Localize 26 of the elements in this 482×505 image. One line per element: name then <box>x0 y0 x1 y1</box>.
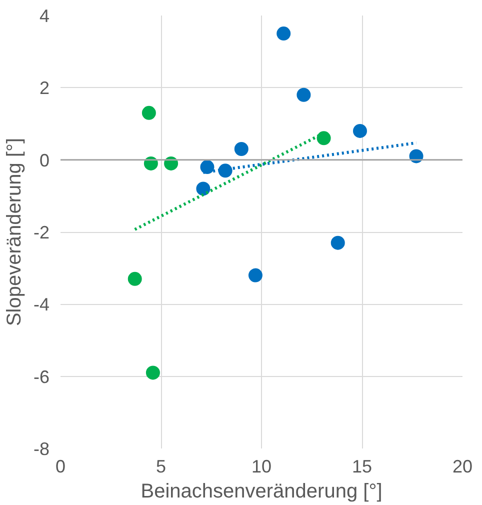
point <box>200 160 214 174</box>
point <box>146 366 160 380</box>
point <box>276 26 291 41</box>
y-tick-label: -8 <box>33 439 50 459</box>
x-tick-label: 5 <box>156 456 166 476</box>
x-tick-label: 15 <box>352 456 372 476</box>
y-tick-label: 4 <box>39 6 50 26</box>
point <box>196 182 210 196</box>
point <box>248 268 262 282</box>
y-tick-label: -6 <box>33 366 50 387</box>
y-axis-title: Slopeveränderung [°] <box>3 138 26 326</box>
point <box>316 131 331 146</box>
y-tick-label: 2 <box>39 78 50 98</box>
y-tick-label: -4 <box>33 294 50 315</box>
point <box>352 124 367 138</box>
x-tick-label: 10 <box>251 456 272 476</box>
point <box>296 88 311 102</box>
point <box>142 106 156 120</box>
point <box>330 236 345 250</box>
y-tick-label: 0 <box>39 150 50 170</box>
x-tick-label: 0 <box>55 456 66 476</box>
x-axis-title: Beinachsenveränderung [°] <box>140 480 382 502</box>
x-tick-label: 20 <box>452 456 473 476</box>
y-tick-label: -2 <box>33 222 50 242</box>
point <box>128 272 142 286</box>
point <box>234 142 248 156</box>
